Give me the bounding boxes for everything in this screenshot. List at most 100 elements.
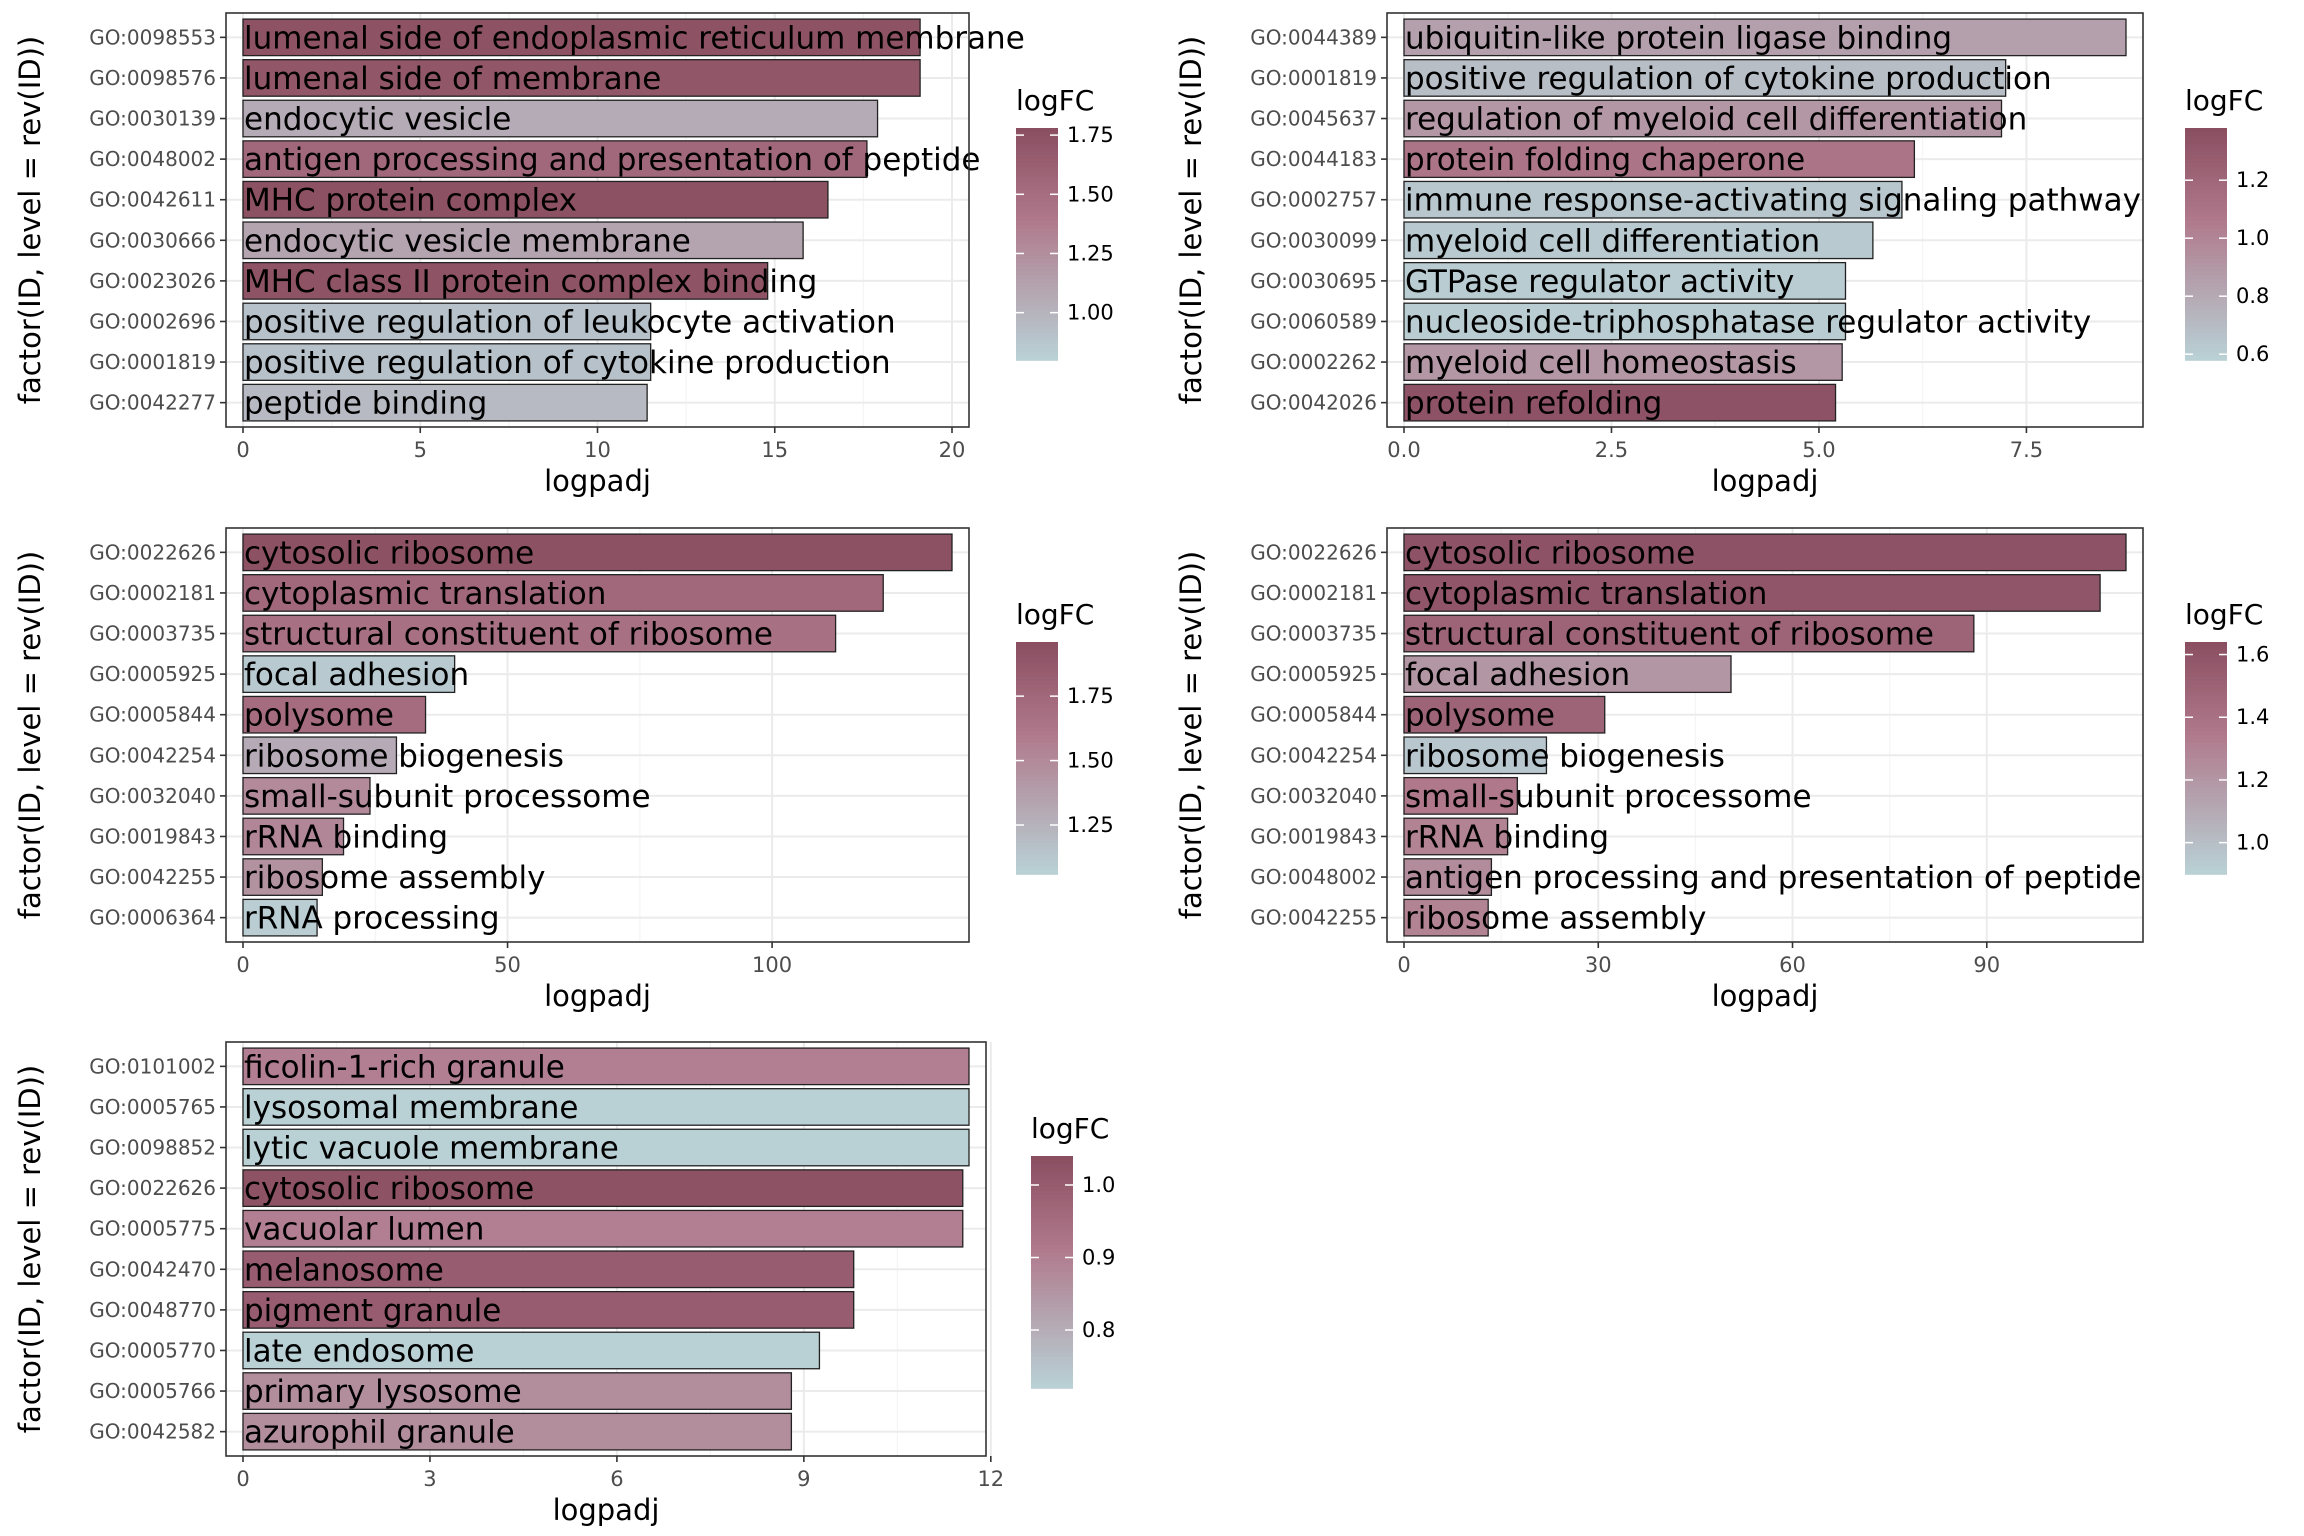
y-tick-label: GO:0003735 [1250,622,1377,646]
legend-color-step [1016,800,1058,806]
legend-color-step [2185,850,2227,856]
legend-color-step [2185,823,2227,829]
bar-label: GTPase regulator activity [1405,264,1794,300]
legend-color-step [1016,162,1058,168]
legend-color-step [1031,1190,1073,1196]
legend-color-step [1016,255,1058,261]
bar-GO:0032040 [1403,776,1518,815]
legend-color-step [1016,216,1058,222]
legend-color-step [2185,750,2227,755]
y-tick-label: GO:0006364 [89,906,216,930]
legend-color-step [1016,858,1058,864]
bar-labels: ficolin-1-rich granule lysosomal membrane… [244,1049,619,1450]
y-tick-label: GO:0005770 [89,1338,216,1362]
legend-color-step [1016,765,1058,771]
legend-color-step [2185,777,2227,782]
legend-color-step [1016,178,1058,183]
legend-color-step [2185,788,2227,794]
bar-label: polysome [244,698,394,734]
bar-GO:0001819 [242,343,652,381]
bar-GO:0042254 [1403,736,1548,775]
legend: logFC 0.6 0.8 1.0 1.2 [2185,84,2269,366]
bar-label: positive regulation of leukocyte activat… [244,304,896,340]
bar-GO:0023026 [242,261,769,300]
legend-color-step [1031,1272,1073,1277]
y-tick-label: GO:0003735 [89,622,216,646]
bar-GO:0042470 [242,1250,855,1289]
legend-color-step [1016,278,1058,284]
legend-color-step [1031,1183,1073,1188]
legend-color-step [2185,298,2227,303]
bar-label: cytosolic ribosome [1405,535,1695,571]
bar-label: focal adhesion [244,657,469,693]
legend-color-step [1016,332,1058,338]
legend-color-step [1016,862,1058,868]
bar-GO:0005844 [1403,695,1606,734]
legend-color-step [2185,189,2227,195]
legend-color-step [1016,155,1058,160]
x-tick-label: 5 [414,438,427,462]
bar-GO:0022626 [242,533,953,572]
bar-GO:0101002 [242,1047,970,1086]
bar-GO:0045637 [1403,99,2003,138]
x-axis: 0 5 10 15 20 [236,427,965,462]
legend-color-step [1016,816,1058,821]
legend-tick-label: 1.50 [1067,182,1114,206]
legend-color-step [2185,205,2227,210]
legend-color-step [1031,1256,1073,1262]
y-tick-label: GO:0002181 [1250,581,1377,605]
legend-color-step [1016,866,1058,871]
legend-color-step [1016,247,1058,253]
legend-color-step [1031,1302,1073,1308]
legend-color-step [2185,703,2227,709]
legend-color-step [2185,785,2227,790]
bar-label: ribosome assembly [244,860,545,896]
bar-labels: ubiquitin-like protein ligase binding pos… [1405,20,2141,421]
y-tick-label: GO:0048002 [89,147,216,171]
legend-color-step [1016,321,1058,326]
legend-color-step [1016,738,1058,744]
legend-color-step [1016,240,1058,245]
legend-color-step [2185,688,2227,694]
legend-color-step [1016,356,1058,361]
legend-color-step [2185,305,2227,311]
bar-GO:0001819 [1403,59,2007,97]
x-tick-label: 7.5 [2010,438,2043,462]
legend-color-step [1016,707,1058,713]
bar-label: peptide binding [244,386,487,422]
legend-color-step [1031,1380,1073,1385]
legend-color-step [1016,286,1058,292]
x-tick-label: 9 [797,1467,810,1491]
legend-color-step [1031,1318,1073,1324]
legend-tick-label: 1.50 [1067,749,1114,773]
legend-color-step [1031,1156,1073,1161]
legend-color-step [1016,340,1058,346]
legend-color-step [1016,788,1058,794]
bar-label: nucleoside-triphosphatase regulator acti… [1405,304,2091,340]
bar-label: immune response-activating signaling pat… [1405,183,2141,219]
legend-tick-label: 1.25 [1067,813,1114,837]
legend-color-step [2185,796,2227,802]
y-tick-label: GO:0005925 [1250,662,1377,686]
legend-color-step [2185,247,2227,253]
bar-label: primary lysosome [244,1374,522,1410]
legend-color-step [2185,653,2227,659]
bar-GO:0019843 [242,817,345,856]
y-axis: GO:0101002 GO:0005765 GO:0098852 GO:0022626… [89,1054,226,1444]
y-tick-label: GO:0045637 [1250,107,1377,131]
legend-title: logFC [1016,598,1094,631]
legend-color-step [2185,201,2227,207]
bar-GO:0042255 [242,858,324,896]
y-tick-label: GO:0030695 [1250,269,1377,293]
legend-color-step [1031,1202,1073,1208]
legend-color-step [1016,846,1058,852]
legend-tick-label: 1.75 [1067,123,1114,147]
y-axis: GO:0098553 GO:0098576 GO:0030139 GO:0048002… [89,25,226,415]
legend-color-step [2185,271,2227,276]
chart-panel-3: cytosolic ribosome cytoplasmic translatio… [13,527,1114,1013]
bar-GO:0005765 [242,1088,970,1126]
legend-tick-label: 1.00 [1067,301,1114,325]
x-axis-title: logpadj [553,1493,660,1527]
legend-color-step [1016,193,1058,199]
bar-GO:0048002 [242,140,868,179]
